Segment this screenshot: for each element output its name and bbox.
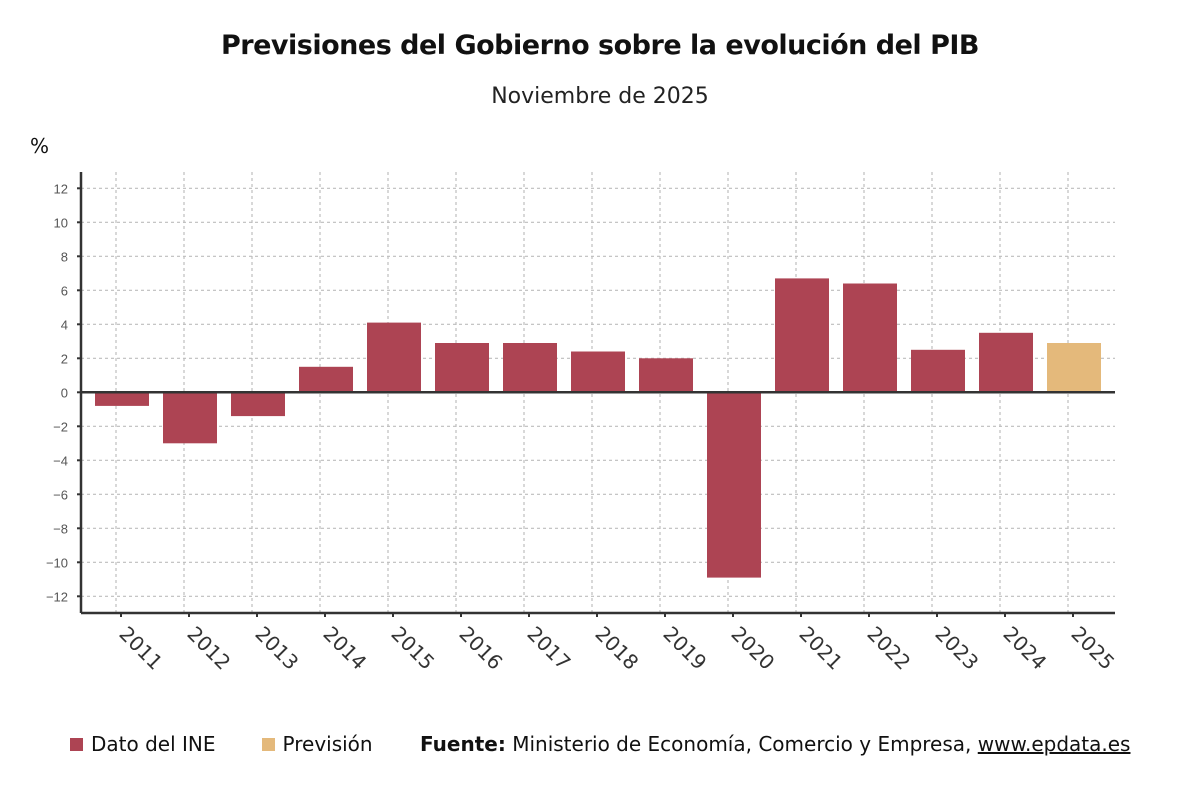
legend-item-prevision: Previsión xyxy=(261,732,373,756)
bar-2019 xyxy=(639,358,693,393)
x-tick-label: 2013 xyxy=(250,622,303,675)
x-tick-label: 2011 xyxy=(114,622,167,675)
x-tick-label: 2022 xyxy=(862,622,915,675)
y-tick-label: −12 xyxy=(46,589,68,604)
y-tick-label: 10 xyxy=(54,215,68,230)
y-tick-label: 2 xyxy=(61,351,68,366)
x-tick-label: 2012 xyxy=(182,622,235,675)
legend-item-dato: Dato del INE xyxy=(70,732,216,756)
bar-2011 xyxy=(95,392,149,406)
legend-label-prevision: Previsión xyxy=(282,732,373,756)
source-link[interactable]: www.epdata.es xyxy=(977,732,1131,756)
x-tick-label: 2017 xyxy=(522,622,575,675)
bar-2017 xyxy=(503,343,557,393)
source-note: Fuente: Ministerio de Economía, Comercio… xyxy=(420,732,1130,756)
y-tick-label: −6 xyxy=(53,487,68,502)
bar-2020 xyxy=(707,392,761,578)
x-tick-label: 2014 xyxy=(318,622,371,675)
x-tick-label: 2018 xyxy=(590,622,643,675)
bar-2025 xyxy=(1047,343,1101,393)
bar-2018 xyxy=(571,351,625,393)
bar-2024 xyxy=(979,332,1033,393)
chart-subtitle: Noviembre de 2025 xyxy=(491,84,709,109)
y-tick-label: −10 xyxy=(46,555,68,570)
bar-2014 xyxy=(299,366,353,393)
bar-2016 xyxy=(435,343,489,393)
x-tick-label: 2025 xyxy=(1066,622,1119,675)
legend-swatch-dato xyxy=(70,737,83,751)
source-label: Fuente: xyxy=(420,732,506,756)
y-tick-label: 8 xyxy=(61,249,68,264)
legend-label-dato: Dato del INE xyxy=(91,732,216,756)
legend: Dato del INE Previsión xyxy=(70,732,419,756)
bar-2022 xyxy=(843,283,897,393)
legend-swatch-prevision xyxy=(261,737,275,751)
x-tick-label: 2020 xyxy=(726,622,779,675)
x-tick-label: 2021 xyxy=(794,622,847,675)
bar-2013 xyxy=(231,392,285,417)
x-tick-label: 2024 xyxy=(998,622,1051,675)
y-tick-label: −4 xyxy=(53,453,68,468)
y-tick-label: 4 xyxy=(61,317,68,332)
y-tick-label: 6 xyxy=(61,283,68,298)
y-tick-label: 0 xyxy=(61,385,68,400)
x-tick-label: 2015 xyxy=(386,622,439,675)
x-tick-label: 2023 xyxy=(930,622,983,675)
bar-2023 xyxy=(911,349,965,393)
source-text: Ministerio de Economía, Comercio y Empre… xyxy=(505,732,978,756)
chart-title: Previsiones del Gobierno sobre la evoluc… xyxy=(221,30,979,61)
y-tick-label: 12 xyxy=(54,181,68,196)
x-tick-label: 2019 xyxy=(658,622,711,675)
x-tick-label: 2016 xyxy=(454,622,507,675)
bar-2012 xyxy=(163,392,217,444)
y-tick-label: −2 xyxy=(53,419,68,434)
bar-2021 xyxy=(775,278,829,393)
y-axis-unit-label: % xyxy=(30,134,50,158)
y-tick-label: −8 xyxy=(53,521,68,536)
bar-2015 xyxy=(367,322,421,393)
